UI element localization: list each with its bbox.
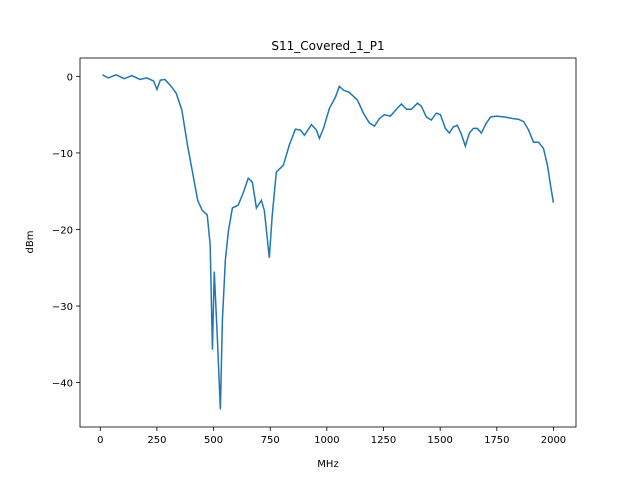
x-tick-label: 750 (261, 435, 280, 446)
x-tick-label: 0 (97, 435, 103, 446)
x-tick-label: 1000 (314, 435, 339, 446)
data-line (102, 74, 555, 410)
y-tick-label: −30 (52, 302, 73, 313)
x-tick-label: 1750 (484, 435, 509, 446)
plot-frame (79, 57, 577, 428)
chart-title: S11_Covered_1_P1 (271, 39, 384, 53)
y-axis-label: dBm (25, 231, 36, 254)
x-tick-label: 1500 (427, 435, 452, 446)
y-tick-label: −40 (52, 379, 73, 390)
x-tick-label: 500 (204, 435, 223, 446)
x-tick-label: 250 (147, 435, 166, 446)
x-axis-label: MHz (317, 459, 338, 470)
y-tick-label: −20 (52, 225, 73, 236)
y-tick-label: −10 (52, 149, 73, 160)
x-tick-label: 2000 (541, 435, 566, 446)
x-tick-label: 1250 (371, 435, 396, 446)
y-tick-label: 0 (67, 72, 73, 83)
